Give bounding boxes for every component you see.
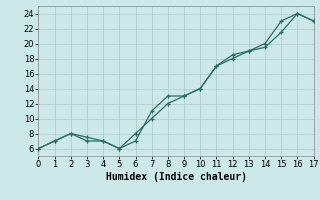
X-axis label: Humidex (Indice chaleur): Humidex (Indice chaleur) — [106, 172, 246, 182]
